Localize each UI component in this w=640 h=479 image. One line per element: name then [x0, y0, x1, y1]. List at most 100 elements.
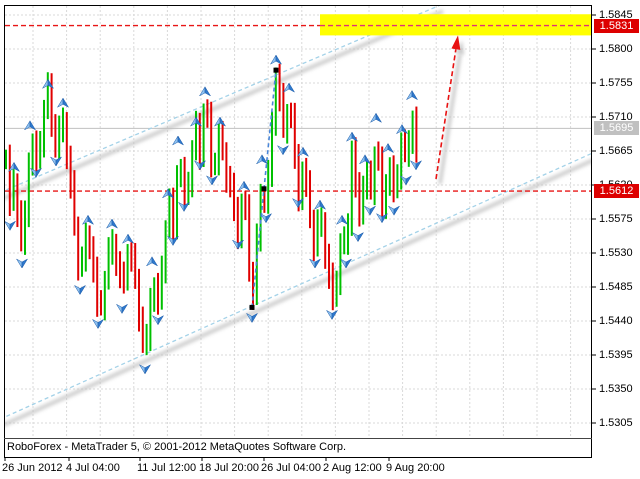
time-tick-label: 18 Jul 20:00	[199, 462, 259, 474]
fractal-right-half	[345, 258, 353, 269]
fractal-right-half	[199, 160, 207, 171]
fractal-up-icon	[395, 123, 409, 135]
fractal-down-icon	[325, 309, 339, 321]
fractal-down-icon	[399, 175, 413, 186]
trendline-handle[interactable]	[261, 186, 267, 192]
fractal-up-icon	[198, 86, 212, 97]
fractal-up-icon	[335, 214, 349, 226]
price-tick-label: 1.5395	[599, 349, 633, 361]
fractal-right-half	[121, 303, 129, 315]
fractal-right-half	[415, 160, 423, 171]
fractal-up-icon	[255, 154, 269, 165]
fractal-right-half	[219, 116, 227, 127]
fractal-right-half	[331, 309, 339, 321]
projection-arrow-line[interactable]	[435, 49, 457, 180]
fractal-right-half	[341, 214, 349, 226]
fractal-up-icon	[358, 154, 372, 165]
fractal-right-half	[144, 364, 152, 375]
fractal-down-icon	[245, 312, 259, 324]
lower-channel-line[interactable]	[0, 153, 592, 419]
fractal-right-half	[243, 180, 251, 192]
fractal-up-icon	[269, 54, 283, 65]
fractal-down-icon	[138, 364, 152, 375]
fractal-left-half	[237, 180, 245, 192]
fractal-down-icon	[308, 258, 322, 269]
fractal-right-half	[357, 231, 365, 243]
fractal-up-icon	[369, 112, 383, 124]
upper-channel-line[interactable]	[0, 5, 440, 192]
price-tick-label: 1.5440	[599, 315, 633, 327]
fractal-left-half	[313, 199, 321, 210]
fractal-right-half	[211, 175, 219, 186]
fractal-left-half	[161, 188, 169, 199]
fractal-left-half	[276, 144, 284, 156]
fractal-down-icon	[276, 144, 290, 156]
fractal-right-half	[364, 154, 372, 165]
fractal-down-icon	[375, 212, 389, 224]
fractal-down-icon	[387, 205, 401, 216]
fractal-down-icon	[73, 284, 87, 296]
fractal-right-half	[261, 154, 269, 165]
fractal-up-icon	[41, 78, 55, 90]
fractal-left-half	[5, 221, 11, 232]
fractal-down-icon	[193, 160, 207, 171]
fractal-down-icon	[291, 197, 305, 209]
time-axis[interactable]: 26 Jun 2012 4 Jul 04:00 11 Jul 12:00 18 Jul…	[0, 459, 640, 479]
current-price-badge: 1.5695	[594, 121, 639, 136]
time-tick-label: 4 Jul 04:00	[66, 462, 120, 474]
fractal-left-half	[409, 160, 417, 171]
fractal-left-half	[177, 201, 185, 213]
fractal-left-half	[325, 309, 333, 321]
fractal-left-half	[121, 233, 129, 244]
fractal-down-icon	[151, 314, 165, 326]
fractal-right-half	[47, 78, 55, 90]
fractal-right-half	[127, 233, 135, 244]
fractal-down-icon	[29, 167, 43, 179]
fractal-right-half	[172, 235, 180, 247]
fractal-down-icon	[351, 231, 365, 243]
fractal-right-half	[393, 205, 401, 216]
copyright-text: RoboForex - MetaTrader 5, © 2001-2012 Me…	[7, 441, 347, 453]
fractal-right-half	[387, 142, 395, 154]
fractal-left-half	[345, 131, 353, 142]
fractal-right-half	[297, 197, 305, 209]
fractal-left-half	[115, 303, 123, 315]
fractal-down-icon	[205, 175, 219, 186]
trendline-handle[interactable]	[249, 304, 255, 310]
fractal-down-icon	[339, 258, 353, 269]
price-tick-label: 1.5800	[599, 43, 633, 55]
fractal-up-icon	[405, 89, 419, 101]
time-tick-label: 2 Aug 12:00	[323, 462, 382, 474]
fractal-left-half	[138, 364, 146, 375]
projection-arrowhead[interactable]	[451, 35, 461, 50]
fractal-down-icon	[49, 156, 63, 167]
fractal-up-icon	[189, 116, 203, 127]
fractal-left-half	[166, 235, 174, 247]
fractal-up-icon	[81, 214, 95, 226]
fractal-right-half	[265, 212, 273, 224]
resistance-price-badge: 1.5831	[594, 18, 639, 33]
fractal-left-half	[375, 212, 383, 224]
fractal-left-half	[351, 231, 359, 243]
fractal-left-half	[358, 154, 366, 165]
support-price-badge: 1.5612	[594, 184, 639, 199]
fractal-down-icon	[259, 212, 273, 224]
fractal-up-icon	[237, 180, 251, 192]
fractal-down-icon	[5, 220, 17, 232]
fractal-up-icon	[296, 146, 310, 158]
price-tick-label: 1.5305	[599, 417, 633, 429]
fractal-left-half	[15, 258, 23, 269]
fractal-down-icon	[231, 239, 245, 250]
trendline-handle[interactable]	[273, 67, 279, 73]
fractal-left-half	[335, 214, 343, 226]
price-axis[interactable]: 1.58451.58001.57551.57101.56651.56201.55…	[593, 0, 640, 458]
fractal-right-half	[87, 214, 95, 226]
price-tick-label: 1.5665	[599, 145, 633, 157]
fractal-left-half	[73, 284, 81, 296]
fractal-up-icon	[345, 131, 359, 142]
fractal-right-half	[29, 120, 37, 131]
fractal-right-half	[401, 123, 409, 135]
target-zone[interactable]	[320, 14, 591, 36]
